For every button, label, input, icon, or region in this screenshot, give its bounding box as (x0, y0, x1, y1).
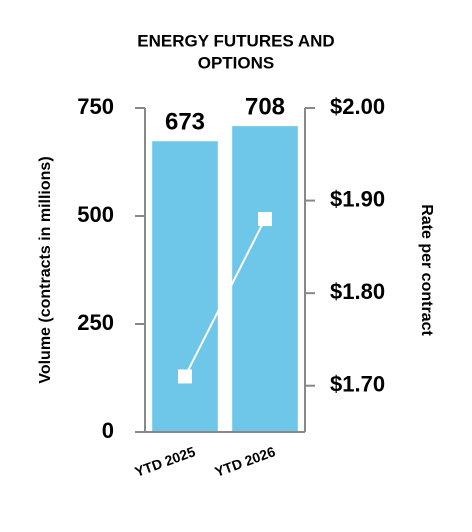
y2-tick-label: $1.80 (330, 279, 385, 304)
y-tick-label: 0 (102, 418, 114, 443)
y2-axis-title: Rate per contract (418, 204, 435, 336)
chart-title: ENERGY FUTURES AND (137, 31, 334, 50)
bar (232, 126, 298, 433)
y2-tick-label: $2.00 (330, 94, 385, 119)
marker (258, 212, 272, 227)
line (184, 218, 266, 377)
x-tick-label: YTD 2025 (133, 443, 198, 480)
value-label: 673 (165, 109, 205, 136)
bar (152, 141, 218, 432)
chart-title: OPTIONS (198, 53, 275, 72)
y-tick-label: 250 (77, 310, 114, 335)
x-tick-label: YTD 2026 (213, 443, 278, 480)
marker (178, 369, 192, 384)
value-label: 708 (245, 93, 285, 120)
y2-tick-label: $1.90 (330, 186, 385, 211)
y-tick-label: 500 (77, 202, 114, 227)
y2-tick-label: $1.70 (330, 372, 385, 397)
y-axis-title: Volume (contracts in millions) (37, 156, 54, 383)
y-tick-label: 750 (77, 94, 114, 119)
